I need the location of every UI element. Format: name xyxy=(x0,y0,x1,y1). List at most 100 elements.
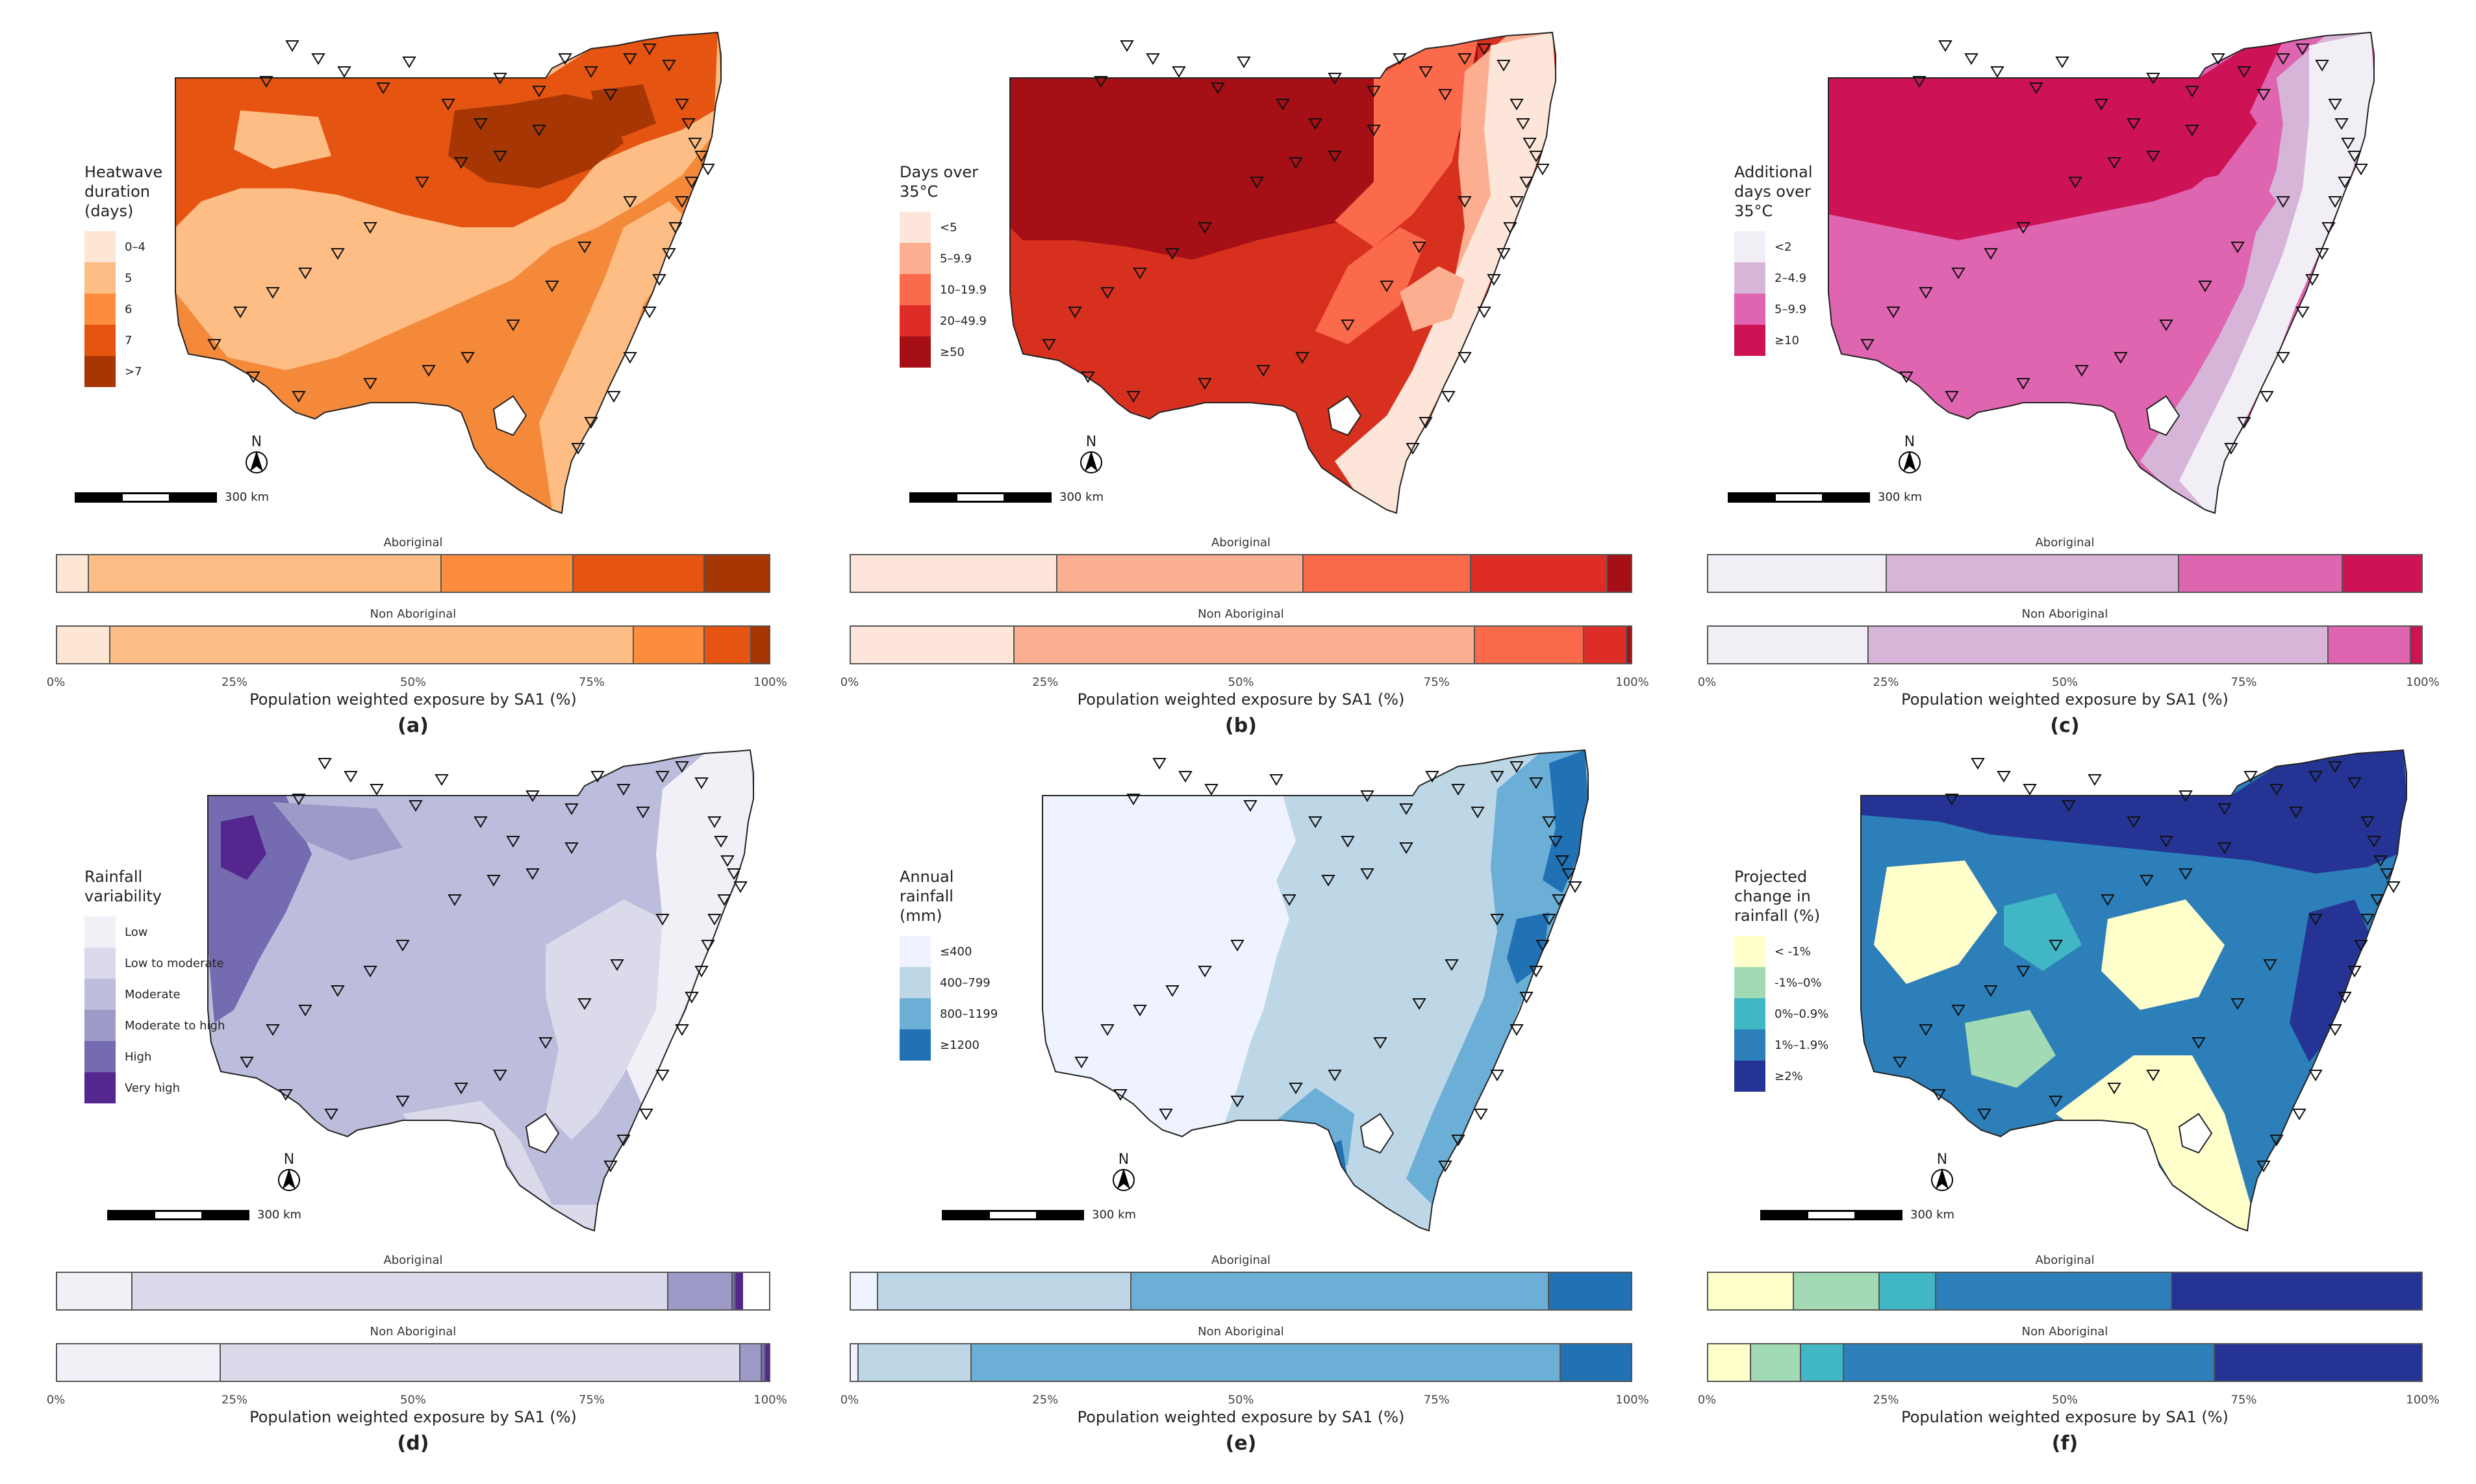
legend-item: ≥10 xyxy=(1734,325,1812,356)
station-marker xyxy=(1165,985,1180,997)
scale-segment xyxy=(1036,1211,1082,1218)
group-label: Aboriginal xyxy=(1211,1253,1271,1267)
bar-segment xyxy=(57,555,90,592)
station-marker xyxy=(2260,391,2274,403)
bar-segment xyxy=(705,555,770,592)
north-arrow: N xyxy=(1078,435,1104,478)
station-marker xyxy=(1211,82,1225,94)
map-zone xyxy=(2179,32,2374,513)
group-label: Non Aboriginal xyxy=(1198,607,1284,621)
legend-swatch xyxy=(1734,1061,1765,1092)
station-marker xyxy=(532,86,546,97)
station-marker xyxy=(2185,86,2199,97)
panel-label: (e) xyxy=(1225,1432,1257,1455)
station-marker xyxy=(2373,855,2388,867)
station-marker xyxy=(623,53,637,65)
legend-label: ≥50 xyxy=(940,345,965,359)
north-arrow-icon xyxy=(1899,451,1921,473)
north-arrow: N xyxy=(1897,435,1923,478)
act-border xyxy=(492,395,527,436)
station-marker xyxy=(616,1135,631,1146)
legend-swatch xyxy=(1734,294,1765,325)
legend-label: 5–9.9 xyxy=(1775,302,1807,316)
tick-label: 100% xyxy=(1615,675,1649,689)
map-zone xyxy=(2004,893,2082,971)
station-marker xyxy=(1198,966,1212,977)
station-marker xyxy=(2354,164,2368,175)
legend-swatch xyxy=(900,336,931,368)
station-marker xyxy=(2198,281,2212,292)
x-axis-title: Population weighted exposure by SA1 (%) xyxy=(1077,690,1405,709)
station-marker xyxy=(1535,164,1550,175)
station-marker xyxy=(655,771,670,783)
station-marker xyxy=(2146,73,2160,84)
station-marker xyxy=(1919,287,1933,299)
station-marker xyxy=(331,248,345,260)
station-marker xyxy=(2305,274,2319,286)
station-marker xyxy=(1458,352,1472,364)
station-marker xyxy=(2049,1096,2063,1107)
scale-segment xyxy=(944,1211,990,1218)
station-marker xyxy=(1425,771,1439,783)
station-marker xyxy=(2159,836,2173,848)
station-marker xyxy=(337,66,351,78)
scale-segment xyxy=(1730,494,1776,501)
bar-segment xyxy=(740,1344,763,1381)
station-marker xyxy=(1250,177,1264,188)
station-marker xyxy=(1133,1005,1147,1016)
map-zone xyxy=(2290,899,2374,1062)
station-marker xyxy=(1951,1005,1965,1016)
station-marker xyxy=(2354,940,2368,951)
bar-segment xyxy=(668,1273,733,1309)
station-marker xyxy=(1535,940,1550,951)
nsw-map-2 xyxy=(1009,31,1556,514)
legend-item: 7 xyxy=(84,325,162,356)
station-marker xyxy=(1068,307,1082,318)
station-marker xyxy=(1419,66,1433,78)
north-arrow-icon xyxy=(1113,1168,1135,1191)
legend-swatch xyxy=(900,274,931,305)
tick-label: 25% xyxy=(1873,675,1899,689)
map-zone xyxy=(2218,175,2277,240)
station-marker xyxy=(435,774,449,786)
tick-label: 0% xyxy=(1697,675,1717,689)
act-border xyxy=(2145,395,2180,436)
scale-label: 300 km xyxy=(1878,490,1923,504)
legend-label: -1%–0% xyxy=(1775,975,1822,990)
bar-segment xyxy=(1627,627,1631,663)
bar-segment xyxy=(1708,555,1887,592)
exposure-bars-6: Aboriginal Non Aboriginal 0% 25% 50% 75% 100% P… xyxy=(1698,1253,2440,1461)
station-marker xyxy=(675,99,689,110)
north-label: N xyxy=(1118,1151,1130,1168)
legend-item: 0–4 xyxy=(84,231,162,262)
legend-label: ≥2% xyxy=(1775,1069,1803,1083)
act-border xyxy=(1327,395,1362,436)
station-marker xyxy=(2276,53,2290,65)
station-marker xyxy=(1113,1089,1128,1101)
station-marker xyxy=(577,998,592,1010)
scale-bar-graphic xyxy=(909,492,1052,503)
legend-item: 400–799 xyxy=(900,967,998,998)
tick-label: 0% xyxy=(46,675,66,689)
group-label: Non Aboriginal xyxy=(1198,1325,1284,1339)
bar-segment xyxy=(1474,627,1584,663)
station-marker xyxy=(506,836,520,848)
scale-segment xyxy=(1808,1211,1854,1218)
panel-label: (a) xyxy=(398,714,429,737)
legend-label: Very high xyxy=(125,1081,181,1095)
tick-label: 75% xyxy=(2230,1393,2257,1407)
station-marker xyxy=(1552,894,1566,906)
station-marker xyxy=(1237,57,1251,68)
tick-label: 25% xyxy=(221,675,248,689)
station-marker xyxy=(2068,177,2082,188)
group-label: Aboriginal xyxy=(383,1253,443,1267)
group-label: Aboriginal xyxy=(2035,536,2095,549)
station-marker xyxy=(655,1070,670,1081)
bar-segment xyxy=(851,555,1058,592)
station-marker xyxy=(2276,196,2290,208)
station-marker xyxy=(1308,816,1322,828)
station-marker xyxy=(603,1161,618,1172)
station-marker xyxy=(2315,60,2329,71)
bar-segment xyxy=(1708,1273,1794,1309)
station-marker xyxy=(1230,940,1244,951)
